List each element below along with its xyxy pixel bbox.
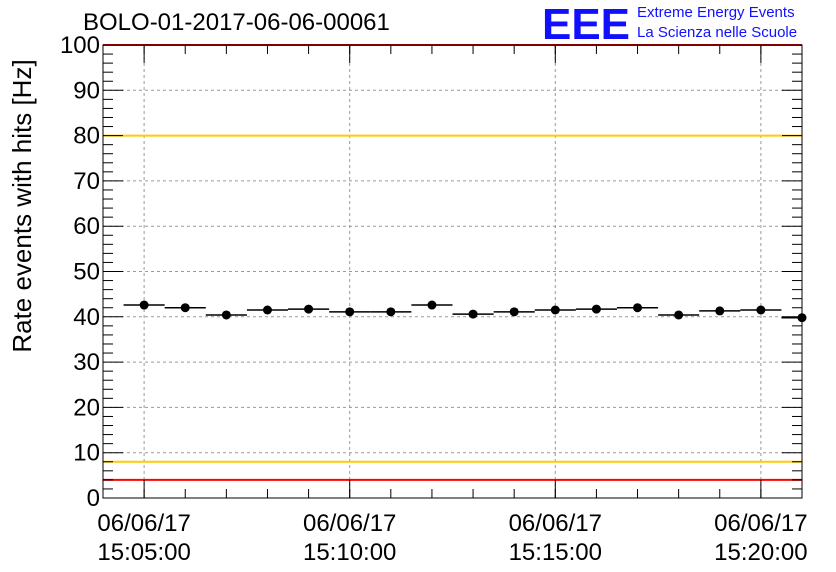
y-tick-label: 30 [73, 349, 100, 376]
logo-line-1: Extreme Energy Events [637, 4, 795, 21]
data-point [591, 304, 601, 314]
data-point [509, 307, 519, 317]
x-tick-time: 15:15:00 [509, 539, 602, 566]
data-point [550, 305, 560, 315]
data-point [221, 310, 231, 320]
data-point [345, 307, 355, 317]
eee-logo-mark: EEE [542, 0, 630, 49]
x-tick-time: 15:10:00 [303, 539, 396, 566]
logo-line-2: La Scienza nelle Scuole [637, 24, 798, 41]
data-point [262, 305, 272, 315]
eee-logo: EEE [540, 0, 636, 49]
data-point [633, 303, 643, 313]
y-tick-label: 80 [73, 123, 100, 150]
data-point [674, 310, 684, 320]
grid-lines [103, 45, 802, 498]
axis-ticks [102, 44, 803, 499]
data-point [427, 300, 437, 310]
data-point [139, 300, 149, 310]
y-tick-label: 50 [73, 259, 100, 286]
y-tick-label: 90 [73, 77, 100, 104]
x-tick-labels: 06/06/1715:05:0006/06/1715:10:0006/06/17… [97, 510, 807, 566]
x-tick-date: 06/06/17 [303, 510, 396, 537]
y-tick-label: 60 [73, 213, 100, 240]
data-point [756, 305, 766, 315]
data-point [468, 309, 478, 319]
data-point [304, 304, 314, 314]
rate-series [123, 300, 807, 323]
y-tick-label: 100 [60, 32, 100, 59]
eee-logo-letters: EEE [542, 2, 630, 44]
y-tick-label: 0 [87, 485, 100, 512]
x-tick-date: 06/06/17 [97, 510, 190, 537]
y-axis-label: Rate events with hits [Hz] [7, 59, 37, 352]
y-tick-label: 20 [73, 394, 100, 421]
x-tick-time: 15:20:00 [714, 539, 807, 566]
x-tick-time: 15:05:00 [97, 539, 190, 566]
data-point [386, 307, 396, 317]
y-tick-labels: 0 10 20 30 40 50 60 70 80 90 100 [60, 32, 100, 512]
y-tick-label: 10 [73, 440, 100, 467]
x-tick-date: 06/06/17 [714, 510, 807, 537]
y-tick-label: 40 [73, 304, 100, 331]
x-tick-date: 06/06/17 [509, 510, 602, 537]
data-point [180, 303, 190, 313]
reference-lines [103, 44, 802, 481]
data-point [715, 306, 725, 316]
chart-title: BOLO-01-2017-06-06-00061 [83, 9, 390, 36]
y-tick-label: 70 [73, 168, 100, 195]
